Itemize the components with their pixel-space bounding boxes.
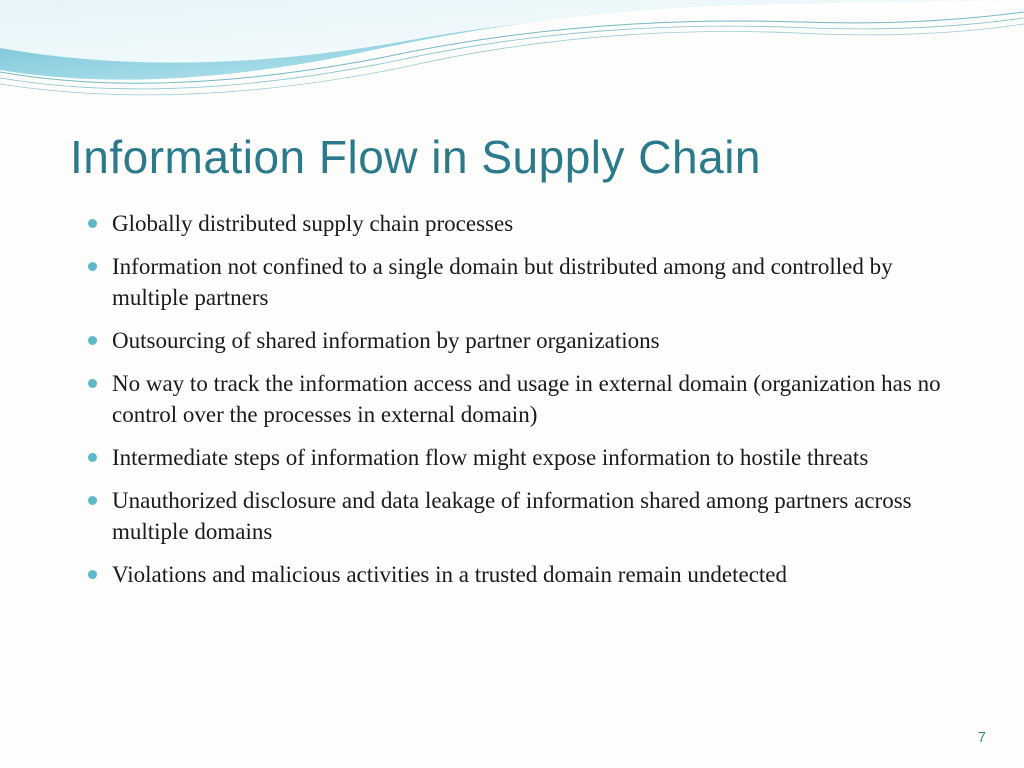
bullet-item: Violations and malicious activities in a… xyxy=(80,559,954,590)
bullet-item: Outsourcing of shared information by par… xyxy=(80,325,954,356)
bullet-list: Globally distributed supply chain proces… xyxy=(70,208,954,590)
bullet-item: No way to track the information access a… xyxy=(80,368,954,430)
slide-title: Information Flow in Supply Chain xyxy=(70,130,954,184)
bullet-item: Globally distributed supply chain proces… xyxy=(80,208,954,239)
page-number: 7 xyxy=(978,729,986,746)
bullet-item: Information not confined to a single dom… xyxy=(80,251,954,313)
bullet-item: Intermediate steps of information flow m… xyxy=(80,442,954,473)
bullet-item: Unauthorized disclosure and data leakage… xyxy=(80,485,954,547)
slide-content: Information Flow in Supply Chain Globall… xyxy=(0,0,1024,642)
